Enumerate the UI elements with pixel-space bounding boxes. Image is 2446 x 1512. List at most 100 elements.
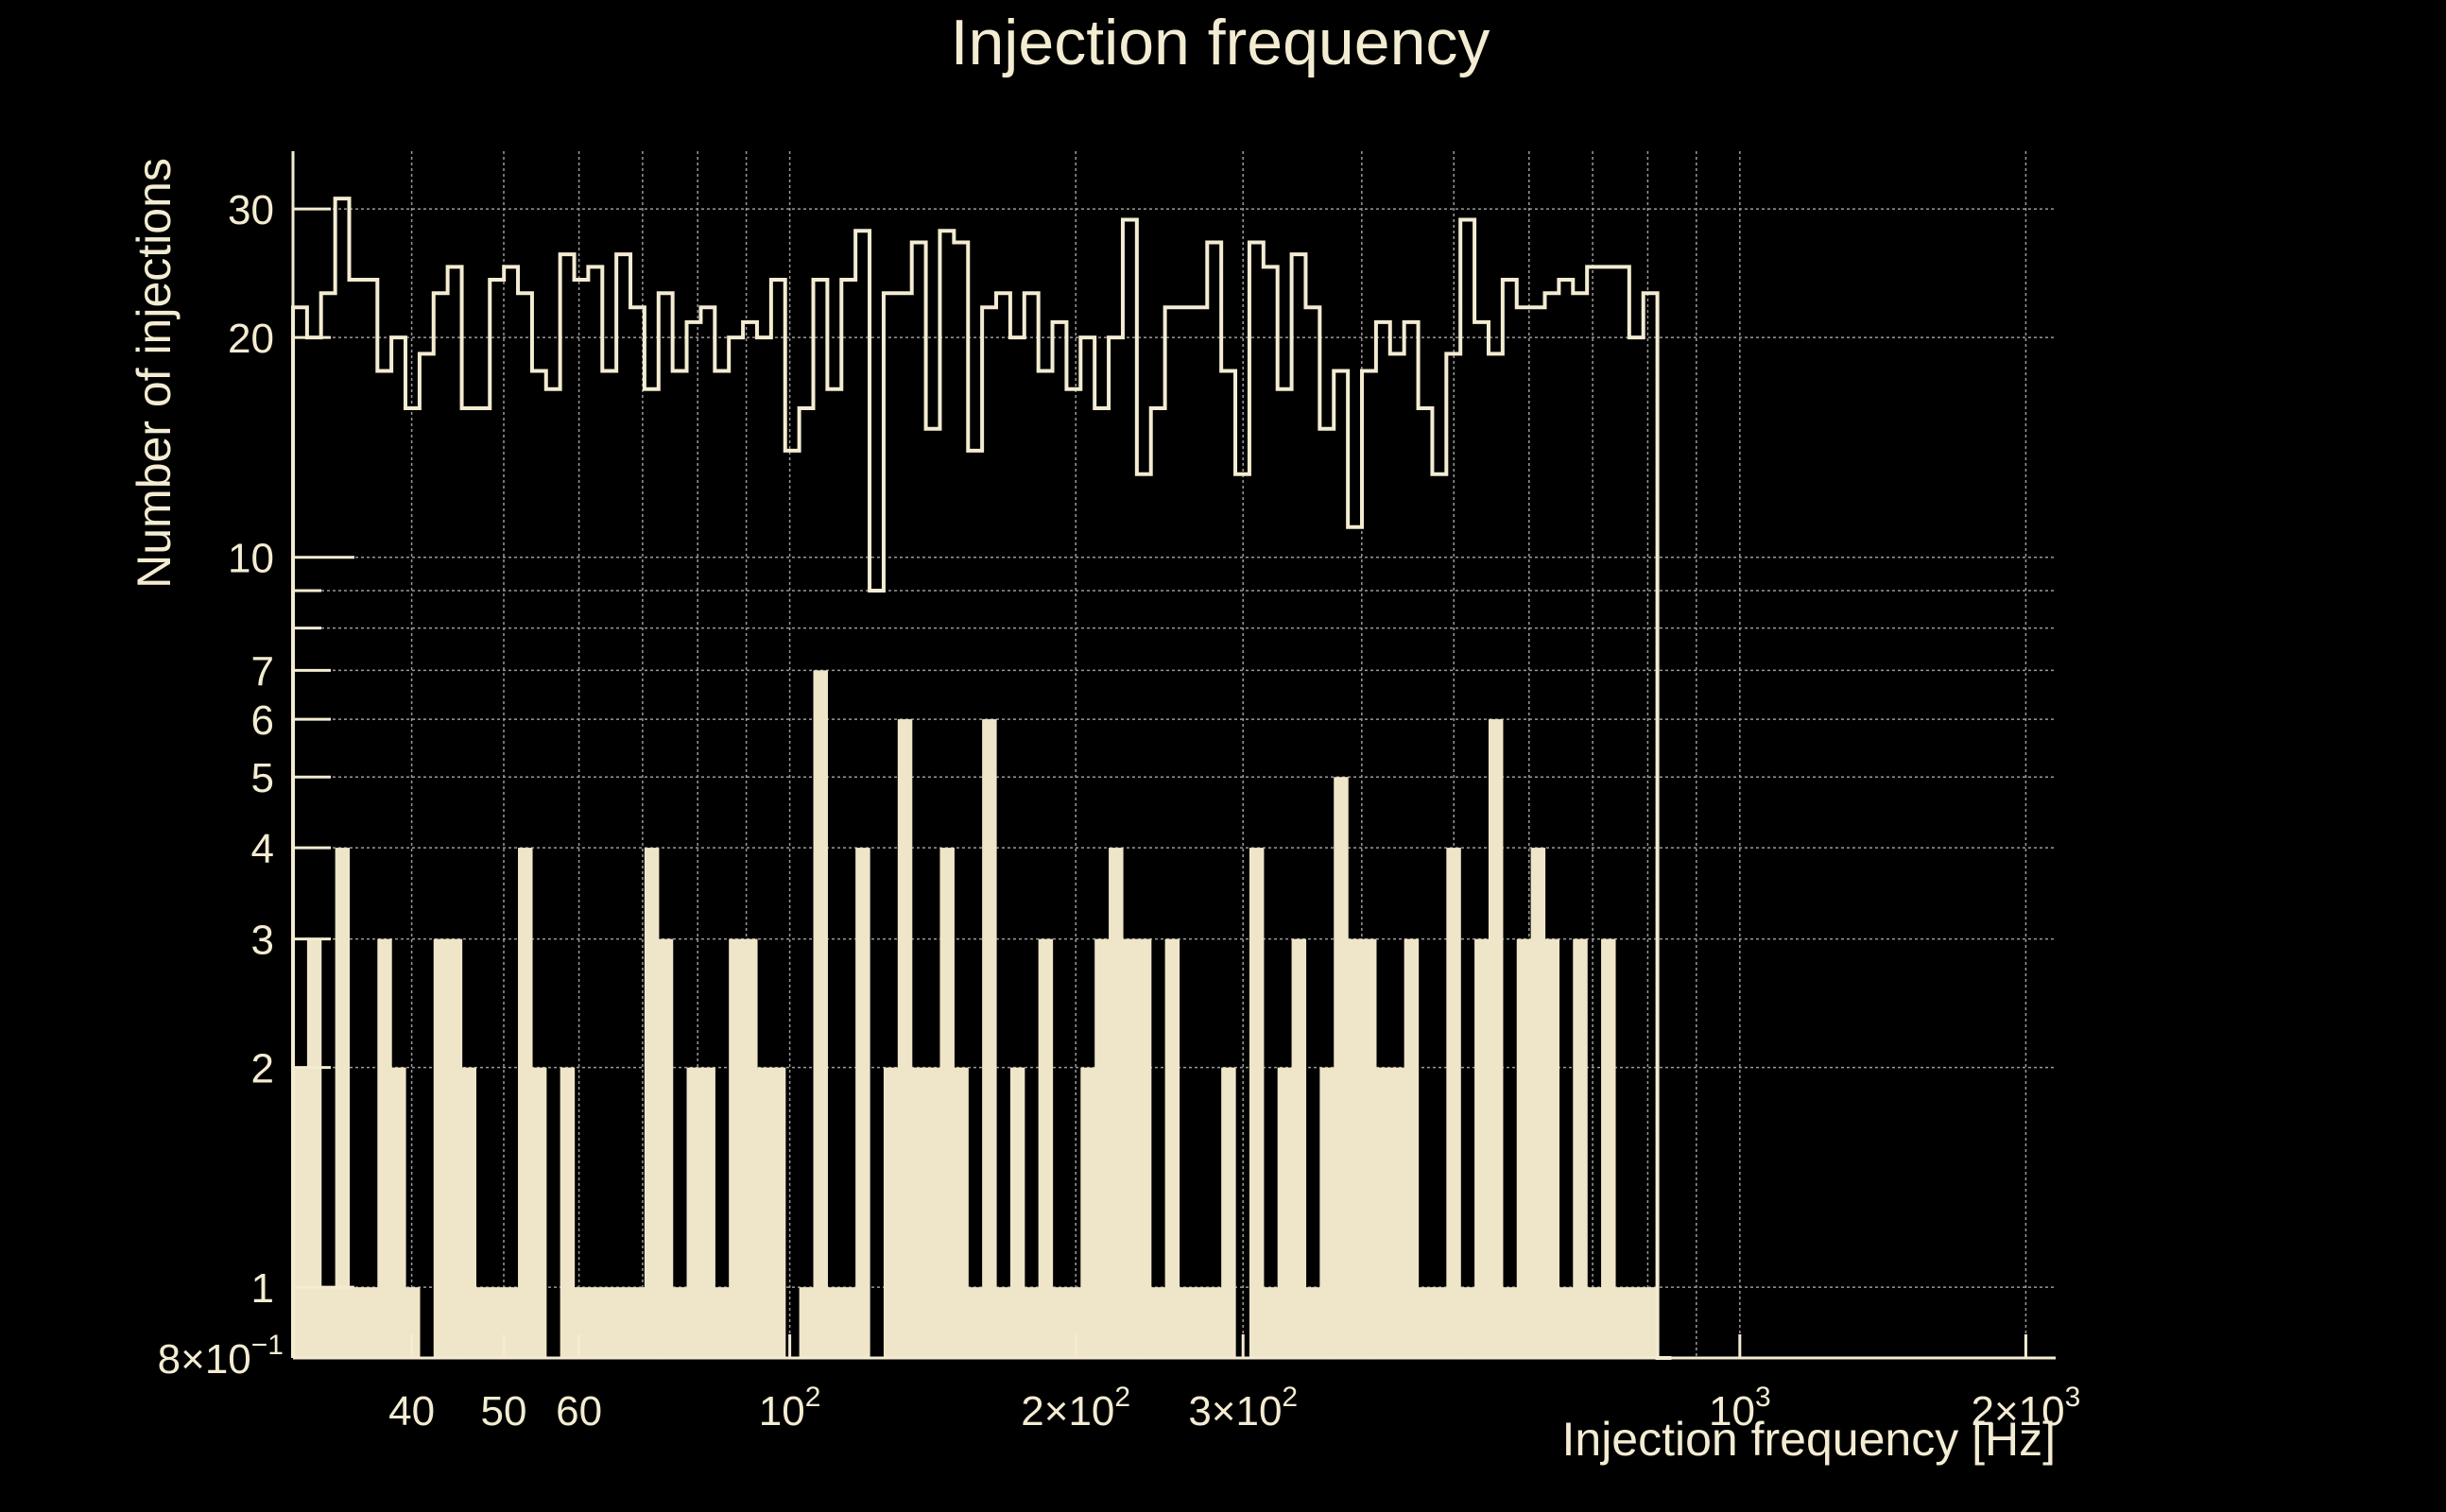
histogram-bar bbox=[1249, 848, 1265, 1358]
histogram-bar bbox=[1291, 938, 1307, 1358]
histogram-bar bbox=[320, 1287, 336, 1358]
y-tick-label: 2 bbox=[251, 1046, 274, 1092]
histogram-bar bbox=[630, 1287, 646, 1358]
histogram-bar bbox=[1193, 1287, 1208, 1358]
histogram-bar bbox=[855, 848, 870, 1358]
y-tick-label: 3 bbox=[251, 918, 274, 964]
histogram-bar bbox=[1334, 777, 1349, 1358]
histogram-bar bbox=[1164, 938, 1180, 1358]
y-tick-label: 1 bbox=[251, 1265, 274, 1312]
histogram-bar bbox=[1080, 1067, 1095, 1358]
histogram-bar bbox=[1066, 1287, 1081, 1358]
histogram-bar bbox=[1109, 848, 1124, 1358]
histogram-bar bbox=[602, 1287, 617, 1358]
histogram-bar bbox=[405, 1287, 421, 1358]
histogram-bar bbox=[1094, 938, 1110, 1358]
histogram-bar bbox=[686, 1067, 702, 1358]
histogram-bar bbox=[1319, 1067, 1335, 1358]
histogram-bar bbox=[349, 1287, 364, 1358]
step-histogram-line bbox=[291, 197, 1672, 1360]
histogram-bar bbox=[1305, 1287, 1320, 1358]
histogram-bar bbox=[531, 1067, 547, 1358]
histogram-bar bbox=[658, 938, 674, 1358]
histogram-bar bbox=[1136, 938, 1152, 1358]
histogram-bar bbox=[729, 938, 744, 1358]
histogram-bar bbox=[883, 1067, 899, 1358]
histogram-bar bbox=[377, 938, 392, 1358]
histogram-bar bbox=[1488, 719, 1504, 1358]
histogram-bar bbox=[335, 848, 351, 1358]
histogram-bar bbox=[588, 1287, 603, 1358]
histogram-bar bbox=[1009, 1067, 1025, 1358]
histogram-bar bbox=[700, 1067, 715, 1358]
histogram-bar bbox=[1362, 938, 1377, 1358]
histogram-bar bbox=[1573, 938, 1588, 1358]
histogram-bar bbox=[1052, 1287, 1068, 1358]
histogram-bar bbox=[982, 719, 997, 1358]
histogram-bar bbox=[1601, 938, 1616, 1358]
histogram-bar bbox=[644, 848, 660, 1358]
histogram-bar bbox=[1263, 1287, 1279, 1358]
histogram-bar bbox=[504, 1287, 519, 1358]
histogram-bar bbox=[363, 1287, 378, 1358]
histogram-bar bbox=[1179, 1287, 1194, 1358]
histogram-bar bbox=[911, 1067, 927, 1358]
x-tick-label: 60 bbox=[556, 1388, 602, 1435]
histogram-bar bbox=[897, 719, 913, 1358]
histogram-bar bbox=[1375, 1067, 1391, 1358]
y-tick-label: 20 bbox=[228, 316, 274, 362]
histogram-bar bbox=[1122, 938, 1138, 1358]
histogram-bar bbox=[1516, 938, 1532, 1358]
grid-lines bbox=[293, 151, 2056, 1358]
x-tick-label: 103 bbox=[1709, 1382, 1771, 1435]
x-tick-label: 2×102 bbox=[1021, 1382, 1130, 1435]
histogram-bar bbox=[433, 938, 449, 1358]
y-tick-label: 8×10−1 bbox=[158, 1330, 284, 1383]
histogram-bar bbox=[1587, 1287, 1602, 1358]
histogram-bar bbox=[799, 1287, 815, 1358]
histogram-bar bbox=[968, 1287, 983, 1358]
y-tick-label: 10 bbox=[228, 536, 274, 582]
x-tick-label: 50 bbox=[481, 1388, 527, 1435]
histogram-bar bbox=[743, 938, 758, 1358]
histogram-bar bbox=[306, 938, 322, 1358]
filled-histogram bbox=[293, 670, 1659, 1358]
y-tick-label: 7 bbox=[251, 648, 274, 695]
histogram-bar bbox=[490, 1287, 505, 1358]
histogram-bar bbox=[1460, 1287, 1475, 1358]
y-tick-label: 6 bbox=[251, 697, 274, 744]
histogram-bar bbox=[1446, 848, 1461, 1358]
histogram-bar bbox=[1207, 1287, 1222, 1358]
histogram-bar bbox=[461, 1067, 476, 1358]
histogram-bar bbox=[1614, 1287, 1630, 1358]
histogram-bar bbox=[1404, 938, 1420, 1358]
histogram-bar bbox=[1418, 1287, 1434, 1358]
histogram-bar bbox=[954, 1067, 969, 1358]
histogram-bar bbox=[475, 1287, 491, 1358]
histogram-bar bbox=[1389, 1067, 1405, 1358]
x-axis-label: Injection frequency [Hz] bbox=[1562, 1413, 2057, 1466]
histogram-bar bbox=[827, 1287, 842, 1358]
histogram-bar bbox=[1348, 938, 1363, 1358]
histogram-bar bbox=[293, 1067, 308, 1358]
histogram-bar bbox=[672, 1287, 688, 1358]
histogram-bar bbox=[574, 1287, 589, 1358]
histogram-bar bbox=[1221, 1067, 1236, 1358]
y-tick-labels: 8×10−1 1 2 3 4 5 67 10 20 30 bbox=[158, 187, 284, 1383]
histogram-bar bbox=[1150, 1287, 1166, 1358]
x-tick-label: 3×102 bbox=[1188, 1382, 1298, 1435]
histogram-bar bbox=[1530, 848, 1546, 1358]
histogram-bar bbox=[996, 1287, 1011, 1358]
y-axis-label: Number of injections bbox=[128, 158, 181, 589]
histogram-bar bbox=[1628, 1287, 1645, 1358]
y-tick-label: 5 bbox=[251, 755, 274, 801]
x-tick-label: 2×103 bbox=[1972, 1382, 2081, 1435]
histogram-bar bbox=[715, 1287, 730, 1358]
histogram-bar bbox=[1038, 938, 1054, 1358]
histogram-bar bbox=[770, 1067, 786, 1358]
histogram-bar bbox=[939, 848, 955, 1358]
y-tick-label: 30 bbox=[228, 187, 274, 233]
histogram-bar bbox=[756, 1067, 772, 1358]
y-tick-label: 4 bbox=[251, 826, 274, 872]
